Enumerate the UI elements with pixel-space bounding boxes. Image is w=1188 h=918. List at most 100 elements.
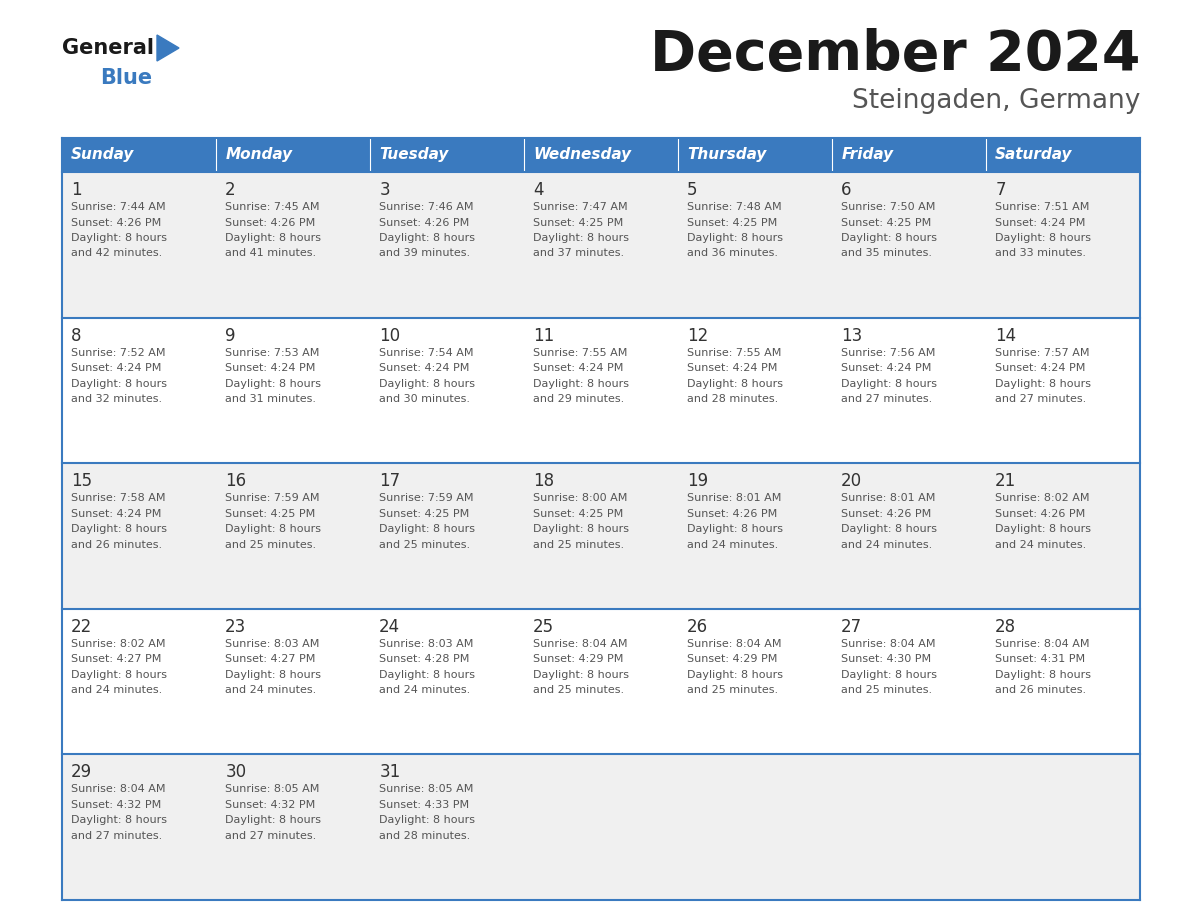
Bar (832, 464, 986, 609)
Text: Sunset: 4:25 PM: Sunset: 4:25 PM (533, 509, 624, 519)
Text: 7: 7 (996, 181, 1006, 199)
Text: 29: 29 (71, 764, 93, 781)
Text: Sunrise: 8:04 AM: Sunrise: 8:04 AM (996, 639, 1089, 649)
Text: 14: 14 (996, 327, 1017, 344)
Text: and 24 minutes.: and 24 minutes. (841, 540, 933, 550)
Text: Sunrise: 7:55 AM: Sunrise: 7:55 AM (533, 348, 627, 358)
Text: Daylight: 8 hours: Daylight: 8 hours (226, 378, 321, 388)
Text: 21: 21 (996, 472, 1017, 490)
Text: Daylight: 8 hours: Daylight: 8 hours (379, 815, 475, 825)
Bar (62, 609, 216, 755)
Text: Sunrise: 8:04 AM: Sunrise: 8:04 AM (687, 639, 782, 649)
Text: Daylight: 8 hours: Daylight: 8 hours (71, 378, 168, 388)
Text: Daylight: 8 hours: Daylight: 8 hours (533, 378, 630, 388)
Text: Sunset: 4:24 PM: Sunset: 4:24 PM (996, 364, 1086, 373)
Bar (216, 609, 369, 755)
Text: and 25 minutes.: and 25 minutes. (533, 540, 625, 550)
Text: Sunset: 4:24 PM: Sunset: 4:24 PM (533, 364, 624, 373)
Text: 28: 28 (996, 618, 1017, 636)
Text: Daylight: 8 hours: Daylight: 8 hours (841, 378, 937, 388)
Text: Tuesday: Tuesday (379, 148, 449, 162)
Bar (216, 755, 369, 900)
Text: Daylight: 8 hours: Daylight: 8 hours (533, 233, 630, 243)
Bar (524, 138, 678, 172)
Bar (216, 138, 369, 172)
Text: 2: 2 (226, 181, 236, 199)
Bar (678, 318, 832, 464)
Bar (369, 172, 524, 318)
Bar (832, 138, 986, 172)
Text: Sunset: 4:33 PM: Sunset: 4:33 PM (379, 800, 469, 810)
Text: Daylight: 8 hours: Daylight: 8 hours (71, 524, 168, 534)
Text: Steingaden, Germany: Steingaden, Germany (852, 88, 1140, 114)
Text: and 33 minutes.: and 33 minutes. (996, 249, 1086, 259)
Text: Sunset: 4:24 PM: Sunset: 4:24 PM (71, 509, 162, 519)
Text: Sunrise: 7:56 AM: Sunrise: 7:56 AM (841, 348, 936, 358)
Text: Daylight: 8 hours: Daylight: 8 hours (71, 670, 168, 680)
Text: Daylight: 8 hours: Daylight: 8 hours (226, 670, 321, 680)
Bar (678, 172, 832, 318)
Bar (62, 318, 216, 464)
Text: Sunday: Sunday (71, 148, 134, 162)
Text: Sunset: 4:24 PM: Sunset: 4:24 PM (226, 364, 316, 373)
Bar (369, 609, 524, 755)
Bar (369, 464, 524, 609)
Text: Wednesday: Wednesday (533, 148, 631, 162)
Text: 18: 18 (533, 472, 555, 490)
Text: Daylight: 8 hours: Daylight: 8 hours (379, 670, 475, 680)
Text: Daylight: 8 hours: Daylight: 8 hours (996, 670, 1092, 680)
Bar (832, 755, 986, 900)
Text: Sunset: 4:32 PM: Sunset: 4:32 PM (226, 800, 316, 810)
Text: and 25 minutes.: and 25 minutes. (687, 686, 778, 695)
Text: and 36 minutes.: and 36 minutes. (687, 249, 778, 259)
Bar (62, 138, 216, 172)
Text: Daylight: 8 hours: Daylight: 8 hours (841, 670, 937, 680)
Bar (369, 318, 524, 464)
Bar (832, 609, 986, 755)
Text: Sunrise: 8:03 AM: Sunrise: 8:03 AM (226, 639, 320, 649)
Text: Sunset: 4:25 PM: Sunset: 4:25 PM (687, 218, 777, 228)
Bar (524, 755, 678, 900)
Text: and 28 minutes.: and 28 minutes. (379, 831, 470, 841)
Text: Sunrise: 7:57 AM: Sunrise: 7:57 AM (996, 348, 1089, 358)
Text: Sunset: 4:26 PM: Sunset: 4:26 PM (71, 218, 162, 228)
Bar (216, 464, 369, 609)
Text: Daylight: 8 hours: Daylight: 8 hours (996, 233, 1092, 243)
Text: and 24 minutes.: and 24 minutes. (226, 686, 316, 695)
Text: 12: 12 (687, 327, 708, 344)
Bar (62, 755, 216, 900)
Text: General: General (62, 38, 154, 58)
Text: Daylight: 8 hours: Daylight: 8 hours (841, 233, 937, 243)
Text: and 29 minutes.: and 29 minutes. (533, 394, 625, 404)
Text: Daylight: 8 hours: Daylight: 8 hours (687, 233, 783, 243)
Bar (678, 609, 832, 755)
Text: and 24 minutes.: and 24 minutes. (996, 540, 1087, 550)
Text: Sunset: 4:24 PM: Sunset: 4:24 PM (71, 364, 162, 373)
Text: 16: 16 (226, 472, 246, 490)
Text: 13: 13 (841, 327, 862, 344)
Text: Sunset: 4:26 PM: Sunset: 4:26 PM (379, 218, 469, 228)
Text: Sunrise: 7:47 AM: Sunrise: 7:47 AM (533, 202, 628, 212)
Text: 6: 6 (841, 181, 852, 199)
Text: Sunrise: 8:04 AM: Sunrise: 8:04 AM (533, 639, 627, 649)
Text: 8: 8 (71, 327, 82, 344)
Text: 22: 22 (71, 618, 93, 636)
Text: Daylight: 8 hours: Daylight: 8 hours (533, 670, 630, 680)
Text: Sunset: 4:25 PM: Sunset: 4:25 PM (226, 509, 316, 519)
Text: Friday: Friday (841, 148, 893, 162)
Text: Monday: Monday (226, 148, 292, 162)
Text: Sunrise: 8:05 AM: Sunrise: 8:05 AM (226, 784, 320, 794)
Text: Sunrise: 8:03 AM: Sunrise: 8:03 AM (379, 639, 474, 649)
Text: and 25 minutes.: and 25 minutes. (226, 540, 316, 550)
Text: and 37 minutes.: and 37 minutes. (533, 249, 625, 259)
Text: and 25 minutes.: and 25 minutes. (379, 540, 470, 550)
Text: Daylight: 8 hours: Daylight: 8 hours (687, 670, 783, 680)
Text: and 26 minutes.: and 26 minutes. (996, 686, 1086, 695)
Text: 26: 26 (687, 618, 708, 636)
Text: Sunrise: 7:50 AM: Sunrise: 7:50 AM (841, 202, 936, 212)
Bar (832, 318, 986, 464)
Text: Sunrise: 8:04 AM: Sunrise: 8:04 AM (71, 784, 166, 794)
Bar (216, 172, 369, 318)
Text: 3: 3 (379, 181, 390, 199)
Text: Thursday: Thursday (687, 148, 766, 162)
